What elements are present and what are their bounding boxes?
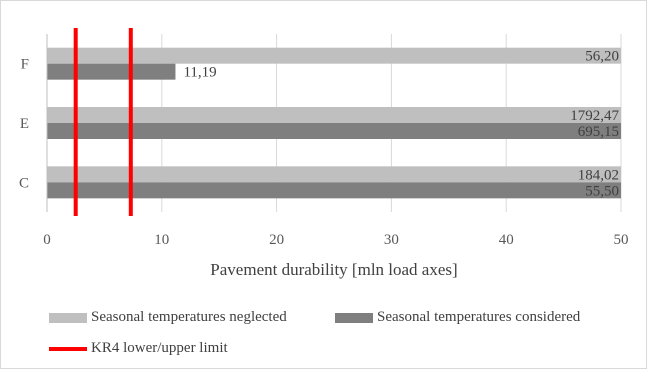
legend-item-kr4-limit: KR4 lower/upper limit [49, 340, 228, 357]
x-axis-title: Pavement durability [mln load axes] [210, 260, 457, 279]
bars [47, 47, 621, 199]
legend-item-considered: Seasonal temperatures considered [335, 309, 580, 326]
bar [47, 107, 621, 123]
x-tick-label: 10 [154, 232, 169, 248]
legend-label-kr4: KR4 lower/upper limit [91, 340, 228, 357]
bar [47, 123, 621, 139]
data-label: 11,19 [183, 65, 216, 81]
legend-swatch-kr4 [49, 346, 87, 351]
bar [47, 63, 176, 80]
y-tick-label: C [19, 175, 29, 191]
legend-item-neglected: Seasonal temperatures neglected [49, 309, 287, 326]
legend-label-considered: Seasonal temperatures considered [377, 309, 581, 326]
x-tick-label: 20 [269, 232, 284, 248]
data-label: 695,15 [578, 124, 619, 140]
y-axis: C E F [19, 34, 48, 212]
bar [47, 182, 621, 199]
data-label: 55,50 [585, 183, 619, 199]
legend-label-neglected: Seasonal temperatures neglected [91, 309, 287, 326]
x-tick-label: 0 [43, 232, 51, 248]
x-axis: 0 10 20 30 40 50 [43, 232, 628, 248]
data-label: 56,20 [585, 49, 619, 65]
data-label: 184,02 [578, 167, 619, 183]
x-tick-label: 30 [384, 232, 399, 248]
legend-swatch-considered [335, 312, 373, 323]
x-tick-label: 50 [614, 232, 629, 248]
data-label: 1792,47 [570, 108, 619, 124]
y-tick-label: E [20, 116, 29, 132]
bar [47, 47, 621, 64]
y-tick-label: F [21, 57, 29, 73]
x-tick-label: 40 [499, 232, 514, 248]
reference-lines [73, 28, 133, 216]
legend-swatch-neglected [49, 312, 87, 323]
bar [47, 166, 621, 183]
